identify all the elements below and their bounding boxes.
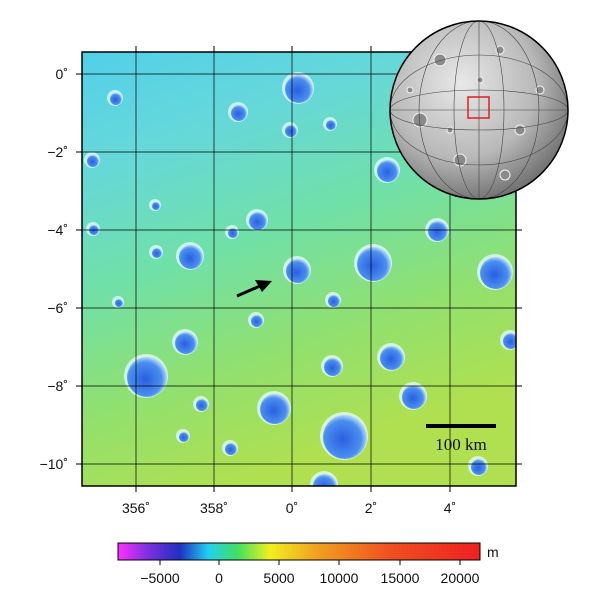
crater	[323, 415, 367, 459]
map-frame	[81, 51, 517, 487]
scale-bar: 100 km	[426, 424, 496, 454]
crater	[127, 357, 167, 397]
globe-graticule	[390, 21, 568, 199]
latitude-labels: 0˚ −2˚ −4˚ −6˚ −8˚ −10˚	[40, 66, 68, 472]
colorbar-tick-label: 20000	[441, 570, 480, 586]
crater	[251, 315, 263, 327]
crater	[328, 295, 340, 307]
globe-crater	[433, 53, 447, 67]
lon-label: 356˚	[122, 500, 150, 516]
crater	[313, 474, 337, 486]
crater	[285, 75, 313, 103]
globe-crater	[499, 169, 511, 181]
colorbar-tick-label: 0	[215, 570, 223, 586]
globe-crater	[476, 76, 484, 84]
locator-globe	[389, 20, 569, 200]
crater	[115, 299, 123, 307]
colorbar-tick-label: 15000	[381, 570, 420, 586]
crater	[228, 228, 238, 238]
lat-label: −2˚	[47, 144, 68, 160]
crater	[175, 332, 197, 354]
crater	[380, 346, 404, 370]
lon-label: 0˚	[286, 500, 298, 516]
globe-crater	[446, 126, 454, 134]
lat-label: −6˚	[47, 300, 68, 316]
crater	[179, 245, 203, 269]
colorbar-unit: m	[487, 544, 499, 560]
colorbar-gradient	[117, 542, 481, 561]
globe-crater	[406, 86, 414, 94]
crater	[285, 125, 297, 137]
lat-label: 0˚	[56, 66, 68, 82]
crater	[357, 247, 391, 281]
arrow-icon	[236, 280, 272, 298]
crater	[428, 221, 448, 241]
colorbar-tick-label: 5000	[263, 570, 294, 586]
crater	[249, 212, 267, 230]
longitude-labels: 356˚ 358˚ 0˚ 2˚ 4˚	[122, 500, 456, 516]
crater	[326, 120, 336, 130]
scale-bar-label: 100 km	[435, 435, 486, 454]
crater	[179, 432, 189, 442]
crater	[324, 358, 342, 376]
lat-label: −10˚	[40, 456, 68, 472]
crater	[196, 399, 208, 411]
colorbar: −5000 0 5000 10000 15000 20000 m	[117, 542, 499, 586]
locator-box	[467, 96, 490, 119]
globe-crater	[514, 124, 526, 136]
lon-label: 2˚	[365, 500, 377, 516]
crater	[377, 160, 399, 182]
globe-outline	[389, 20, 569, 200]
crater	[286, 259, 310, 283]
crater	[402, 385, 426, 409]
crater	[480, 257, 512, 289]
crater	[225, 443, 237, 455]
globe-craters	[406, 45, 545, 181]
crater	[110, 93, 122, 105]
crater	[152, 202, 160, 210]
crater	[471, 459, 487, 475]
colorbar-tick-label: −5000	[140, 570, 180, 586]
crater	[152, 248, 162, 258]
lon-label: 4˚	[444, 500, 456, 516]
globe-crater	[453, 153, 467, 167]
scale-bar-line	[426, 424, 496, 428]
lat-label: −8˚	[47, 378, 68, 394]
lat-label: −4˚	[47, 222, 68, 238]
crater	[503, 333, 516, 349]
crater	[87, 155, 99, 167]
colorbar-tick-label: 10000	[320, 570, 359, 586]
crater	[260, 394, 290, 424]
crater	[231, 105, 247, 121]
lon-label: 358˚	[200, 500, 228, 516]
